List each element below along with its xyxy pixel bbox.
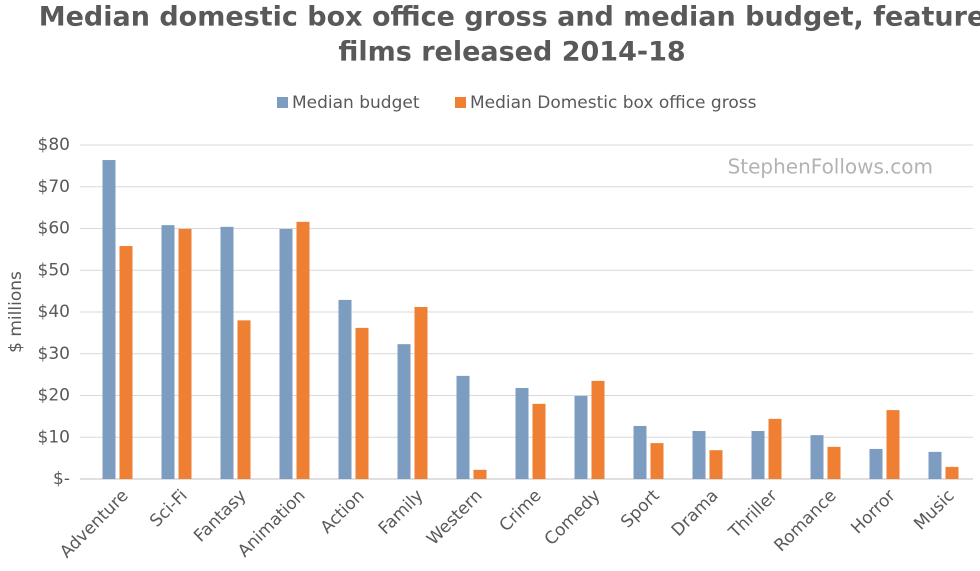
y-axis-label: $ millions [6, 271, 26, 353]
bar [296, 221, 310, 479]
bar [515, 387, 529, 479]
chart-title: Median domestic box office gross and med… [39, 2, 980, 33]
bar [869, 448, 883, 479]
x-tick-label: Thriller [724, 486, 781, 543]
x-tick-label: Adventure [56, 486, 132, 562]
bar [945, 466, 959, 479]
y-tick-label: $10 [38, 427, 70, 447]
legend-label: Median Domestic box office gross [470, 93, 757, 113]
bar [355, 327, 369, 479]
x-tick-label: Fantasy [190, 486, 250, 546]
bar [650, 443, 664, 479]
x-tick-label: Western [423, 486, 486, 549]
bar [591, 380, 605, 479]
bar [279, 228, 293, 479]
x-tick-label: Music [910, 486, 958, 534]
chart-title: films released 2014-18 [338, 37, 685, 68]
watermark: StephenFollows.com [728, 155, 933, 179]
bar [414, 306, 428, 479]
y-tick-label: $40 [38, 302, 70, 322]
bar [220, 226, 234, 479]
bar [709, 450, 723, 479]
bar [119, 246, 133, 479]
bar [397, 344, 411, 479]
bar [768, 418, 782, 479]
bar [237, 320, 251, 479]
legend-label: Median budget [292, 93, 420, 113]
bar [456, 375, 470, 479]
bar [827, 446, 841, 479]
y-tick-label: $20 [38, 386, 70, 406]
y-tick-label: $30 [38, 344, 70, 364]
x-tick-label: Family [375, 486, 428, 539]
bar [751, 430, 765, 479]
y-tick-label: $- [53, 469, 70, 489]
legend-swatch [277, 97, 288, 108]
bar [161, 225, 175, 479]
bar [886, 410, 900, 479]
bar [810, 435, 824, 479]
bar [574, 395, 588, 479]
bar [633, 425, 647, 479]
legend-swatch [455, 97, 466, 108]
bar [532, 403, 546, 479]
x-tick-label: Romance [771, 486, 841, 556]
x-tick-label: Comedy [541, 486, 605, 550]
x-tick-label: Sport [617, 486, 664, 533]
x-tick-label: Sci-Fi [146, 486, 191, 531]
x-tick-label: Crime [496, 486, 546, 536]
y-tick-label: $50 [38, 260, 70, 280]
x-tick-label: Action [317, 486, 369, 538]
bar [692, 430, 706, 479]
bar [338, 299, 352, 479]
y-tick-label: $80 [38, 135, 70, 155]
bar [928, 451, 942, 479]
bar [178, 228, 192, 479]
x-tick-label: Drama [668, 486, 723, 541]
x-tick-label: Horror [847, 486, 899, 538]
bar [473, 469, 487, 479]
y-tick-label: $70 [38, 177, 70, 197]
y-tick-label: $60 [38, 219, 70, 239]
bar [102, 160, 116, 479]
